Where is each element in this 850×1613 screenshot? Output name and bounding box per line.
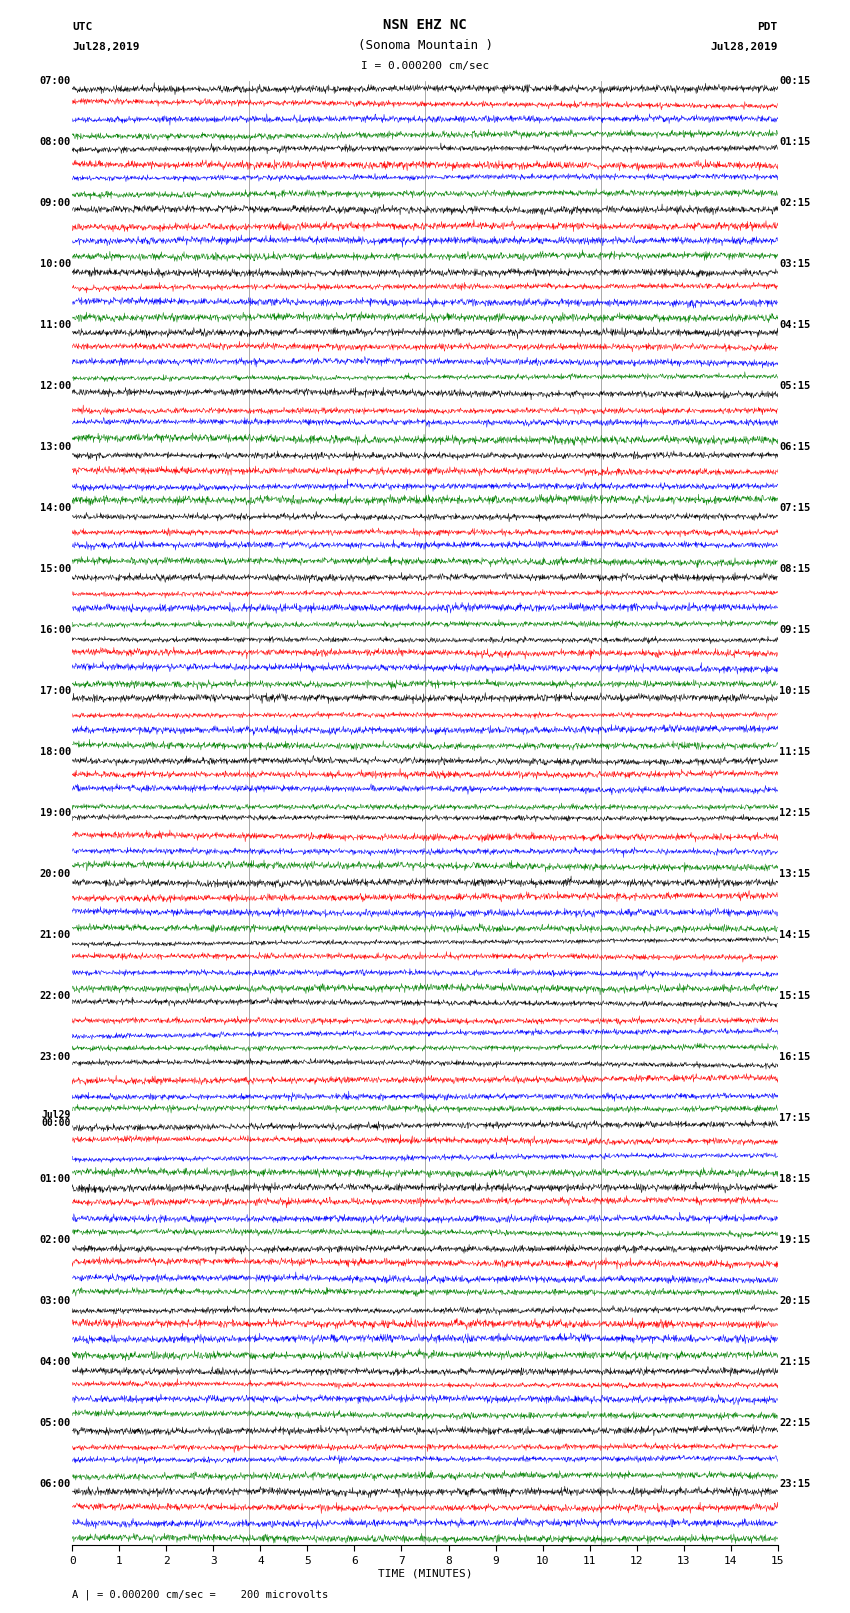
- Text: 05:00: 05:00: [40, 1418, 71, 1428]
- Text: 18:00: 18:00: [40, 747, 71, 756]
- Text: 13:15: 13:15: [779, 869, 810, 879]
- Text: 16:15: 16:15: [779, 1052, 810, 1061]
- Text: 20:15: 20:15: [779, 1297, 810, 1307]
- Text: 02:15: 02:15: [779, 198, 810, 208]
- Text: 19:15: 19:15: [779, 1236, 810, 1245]
- Text: 15:00: 15:00: [40, 565, 71, 574]
- Text: 05:15: 05:15: [779, 381, 810, 390]
- Text: 04:15: 04:15: [779, 319, 810, 329]
- Text: Jul29: Jul29: [42, 1110, 71, 1119]
- Text: PDT: PDT: [757, 23, 778, 32]
- Text: (Sonoma Mountain ): (Sonoma Mountain ): [358, 39, 492, 52]
- Text: 14:15: 14:15: [779, 931, 810, 940]
- Text: 10:15: 10:15: [779, 686, 810, 695]
- Text: 21:00: 21:00: [40, 931, 71, 940]
- Text: NSN EHZ NC: NSN EHZ NC: [383, 18, 467, 32]
- Text: 23:15: 23:15: [779, 1479, 810, 1489]
- Text: 07:15: 07:15: [779, 503, 810, 513]
- Text: 22:00: 22:00: [40, 990, 71, 1002]
- Text: 13:00: 13:00: [40, 442, 71, 452]
- Text: 02:00: 02:00: [40, 1236, 71, 1245]
- Text: 03:00: 03:00: [40, 1297, 71, 1307]
- Text: 00:00: 00:00: [42, 1118, 71, 1127]
- Text: 07:00: 07:00: [40, 76, 71, 85]
- Text: 23:00: 23:00: [40, 1052, 71, 1061]
- Text: A | = 0.000200 cm/sec =    200 microvolts: A | = 0.000200 cm/sec = 200 microvolts: [72, 1589, 328, 1600]
- Text: 08:15: 08:15: [779, 565, 810, 574]
- Text: 19:00: 19:00: [40, 808, 71, 818]
- Text: 11:00: 11:00: [40, 319, 71, 329]
- Text: 00:15: 00:15: [779, 76, 810, 85]
- Text: 15:15: 15:15: [779, 990, 810, 1002]
- Text: 06:15: 06:15: [779, 442, 810, 452]
- Text: 10:00: 10:00: [40, 258, 71, 269]
- Text: 11:15: 11:15: [779, 747, 810, 756]
- Text: 21:15: 21:15: [779, 1357, 810, 1368]
- Text: 01:00: 01:00: [40, 1174, 71, 1184]
- Text: 14:00: 14:00: [40, 503, 71, 513]
- Text: 22:15: 22:15: [779, 1418, 810, 1428]
- X-axis label: TIME (MINUTES): TIME (MINUTES): [377, 1568, 473, 1579]
- Text: 08:00: 08:00: [40, 137, 71, 147]
- Text: Jul28,2019: Jul28,2019: [72, 42, 139, 52]
- Text: 09:00: 09:00: [40, 198, 71, 208]
- Text: I = 0.000200 cm/sec: I = 0.000200 cm/sec: [361, 61, 489, 71]
- Text: 09:15: 09:15: [779, 624, 810, 636]
- Text: 12:00: 12:00: [40, 381, 71, 390]
- Text: 04:00: 04:00: [40, 1357, 71, 1368]
- Text: 06:00: 06:00: [40, 1479, 71, 1489]
- Text: 01:15: 01:15: [779, 137, 810, 147]
- Text: UTC: UTC: [72, 23, 93, 32]
- Text: Jul28,2019: Jul28,2019: [711, 42, 778, 52]
- Text: 17:15: 17:15: [779, 1113, 810, 1123]
- Text: 18:15: 18:15: [779, 1174, 810, 1184]
- Text: 17:00: 17:00: [40, 686, 71, 695]
- Text: 16:00: 16:00: [40, 624, 71, 636]
- Text: 20:00: 20:00: [40, 869, 71, 879]
- Text: 03:15: 03:15: [779, 258, 810, 269]
- Text: 12:15: 12:15: [779, 808, 810, 818]
